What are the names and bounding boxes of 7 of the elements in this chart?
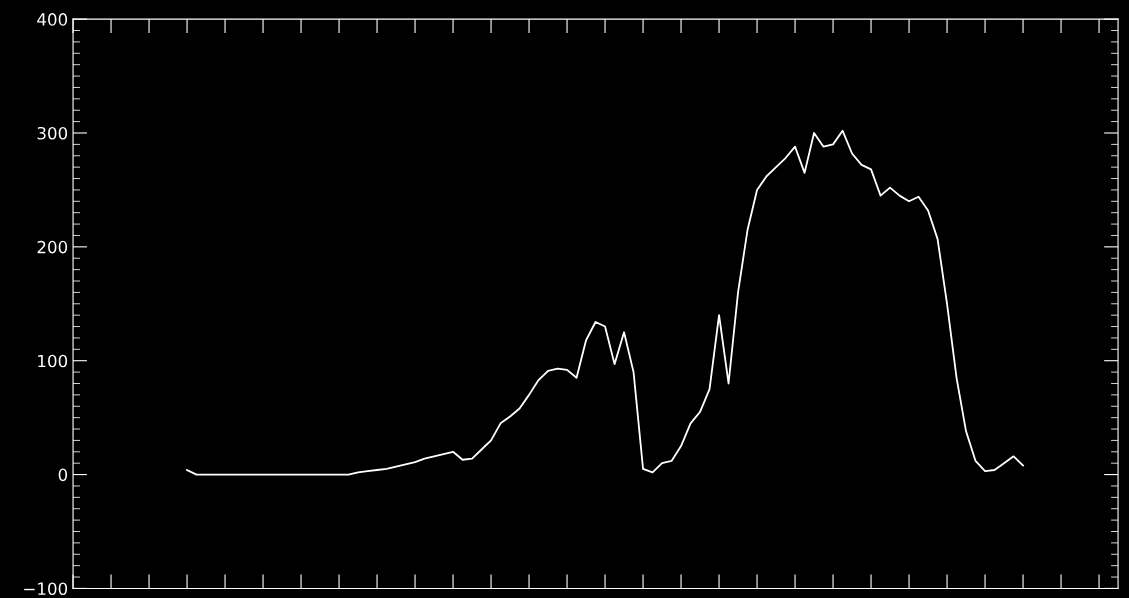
y-tick-label: −100 [24,582,68,595]
y-tick-label: 0 [58,468,68,482]
y-tick-label: 200 [37,240,68,254]
y-tick-label: 400 [37,13,68,26]
line-series [186,129,1024,476]
y-tick-label: 300 [37,126,68,140]
y-tick-label: 100 [38,354,68,368]
